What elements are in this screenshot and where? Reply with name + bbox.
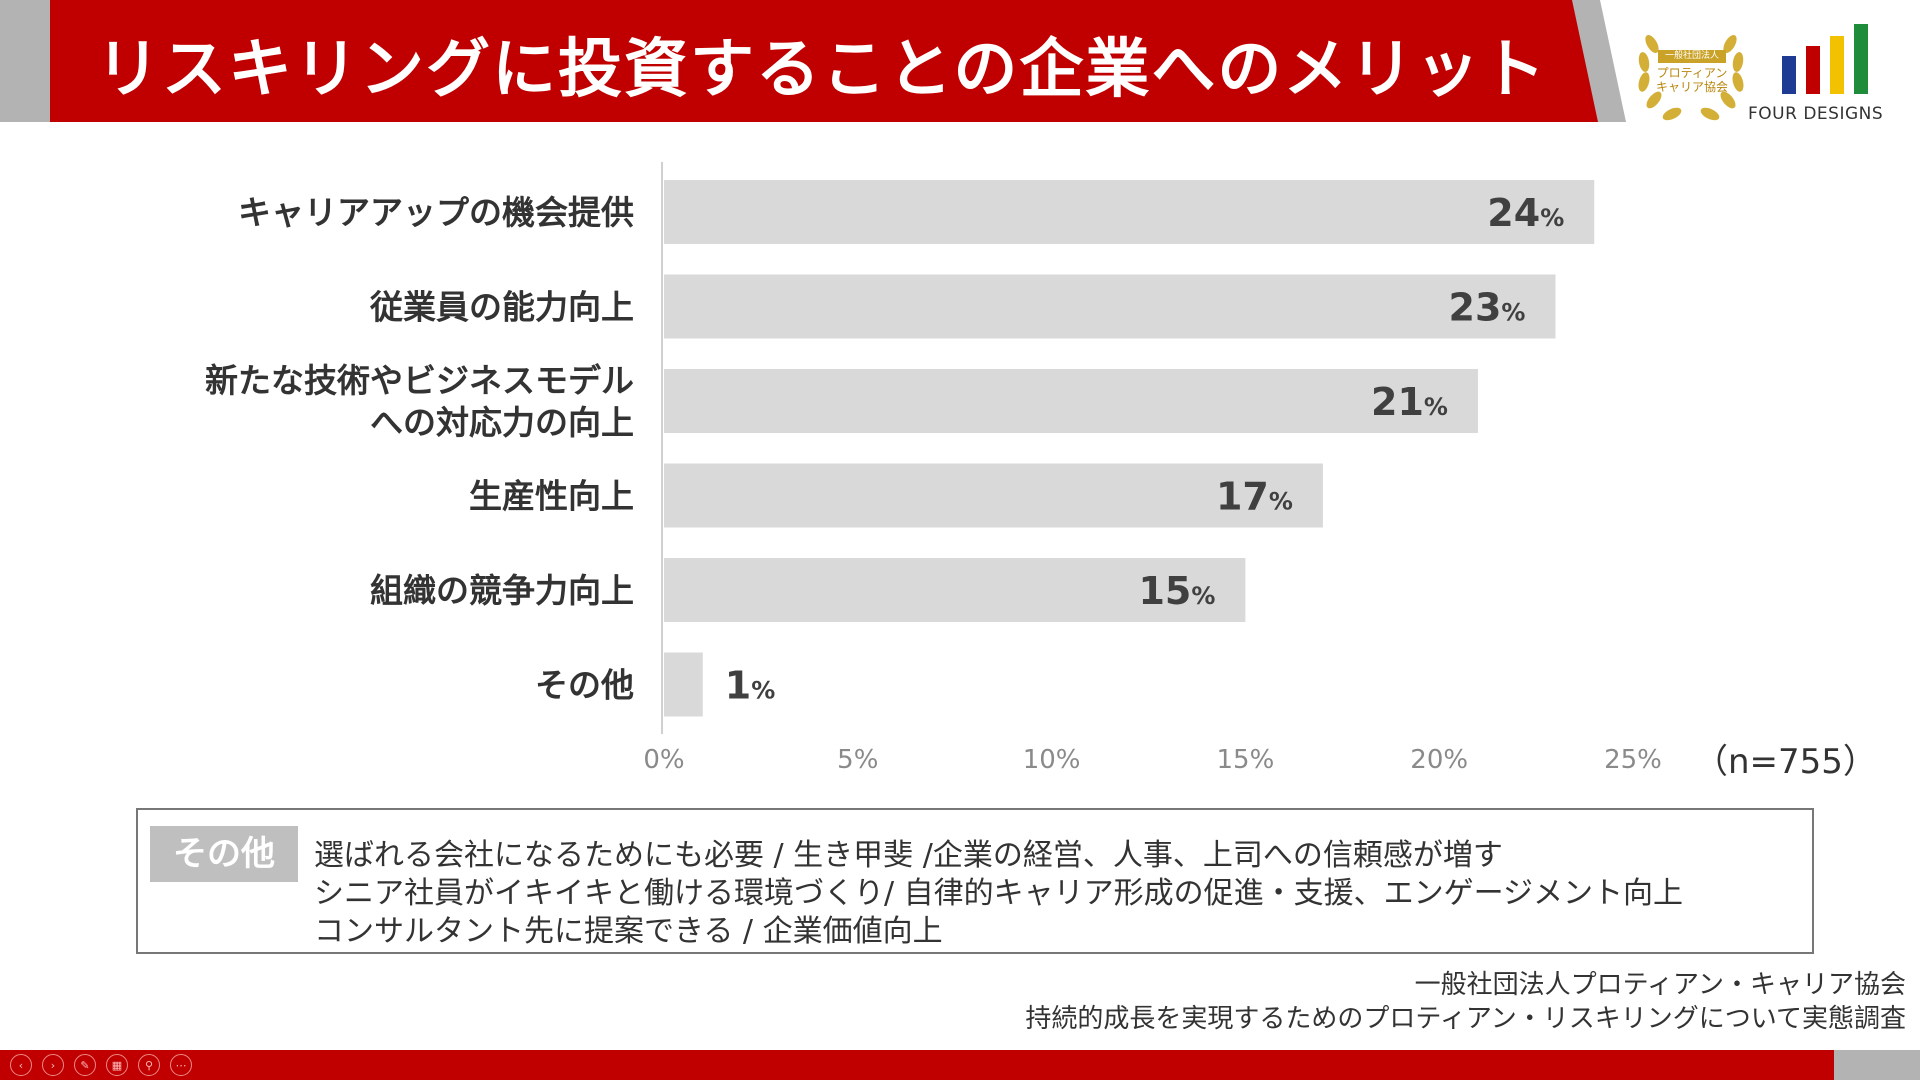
source-survey-title: 持続的成長を実現するためのプロティアン・リスキリングについて実態調査 — [1025, 1004, 1906, 1034]
category-label-0: キャリアアップの機会提供 — [238, 193, 634, 232]
x-tick-label-1: 5% — [837, 745, 878, 775]
value-label-2: 21% — [1371, 380, 1448, 424]
four-designs-logo-text: FOUR DESIGNS — [1748, 104, 1884, 124]
header-banner — [50, 0, 1600, 122]
other-tag: その他 — [150, 826, 298, 882]
other-line-3: コンサルタント先に提案できる / 企業価値向上 — [314, 914, 943, 949]
category-label-2-line-1: への対応力の向上 — [370, 403, 634, 442]
footer-accent — [1834, 1050, 1920, 1080]
bar-5 — [664, 652, 703, 717]
x-tick-label-5: 25% — [1604, 745, 1662, 775]
category-label-3: 生産性向上 — [469, 477, 634, 516]
bar-4 — [664, 558, 1246, 622]
pen-tool-icon[interactable]: ✎ — [74, 1054, 96, 1076]
next-slide-icon[interactable]: › — [42, 1054, 64, 1076]
category-label-2-line-0: 新たな技術やビジネスモデル — [205, 361, 634, 400]
value-label-1: 23% — [1449, 286, 1526, 330]
four-designs-logo-icon — [1782, 24, 1868, 94]
other-line-1: 選ばれる会社になるためにも必要 / 生き甲斐 /企業の経営、人事、上司への信頼感… — [314, 838, 1503, 873]
category-label-1: 従業員の能力向上 — [369, 288, 634, 327]
category-label-4: 組織の競争力向上 — [370, 571, 634, 610]
bar-2 — [664, 369, 1478, 433]
bar-0 — [664, 180, 1595, 244]
bar-3 — [664, 463, 1323, 528]
bar-1 — [664, 274, 1556, 339]
source-organization: 一般社団法人プロティアン・キャリア協会 — [1414, 970, 1906, 1000]
value-label-3: 17% — [1216, 475, 1293, 519]
previous-slide-icon[interactable]: ‹ — [10, 1054, 32, 1076]
header-left-accent — [0, 0, 50, 122]
badge-label-line2: プロティアン — [1656, 66, 1728, 80]
footer-bar — [0, 1050, 1834, 1080]
sample-size-label: （n=755） — [1694, 742, 1877, 782]
other-responses-box — [136, 808, 1814, 954]
laurel-badge-icon — [1638, 34, 1744, 121]
bar-chart: 24% キャリアアップの機会提供 23% 従業員の能力向上 21% 新たな技術やビジネスモ… — [205, 162, 1662, 775]
slide-grid-icon[interactable]: ▦ — [106, 1054, 128, 1076]
badge-label-line3: キャリア協会 — [1655, 80, 1728, 94]
page-title: リスキリングに投資することの企業へのメリット — [96, 33, 1548, 107]
x-tick-label-0: 0% — [643, 745, 684, 775]
zoom-icon[interactable]: ⚲ — [138, 1054, 160, 1076]
other-line-2: シニア社員がイキイキと働ける環境づくり/ 自律的キャリア形成の促進・支援、エンゲ… — [314, 876, 1684, 911]
badge-label-top: 一般社団法人 — [1658, 50, 1726, 63]
x-tick-label-4: 20% — [1410, 745, 1468, 775]
x-tick-label-2: 10% — [1023, 745, 1081, 775]
value-label-4: 15% — [1138, 569, 1215, 613]
x-tick-label-3: 15% — [1217, 745, 1275, 775]
value-label-5: 1% — [725, 664, 776, 708]
slideshow-controls: ‹ › ✎ ▦ ⚲ ⋯ — [10, 1050, 192, 1080]
more-options-icon[interactable]: ⋯ — [170, 1054, 192, 1076]
category-label-5: その他 — [535, 666, 634, 705]
value-label-0: 24% — [1487, 191, 1564, 235]
